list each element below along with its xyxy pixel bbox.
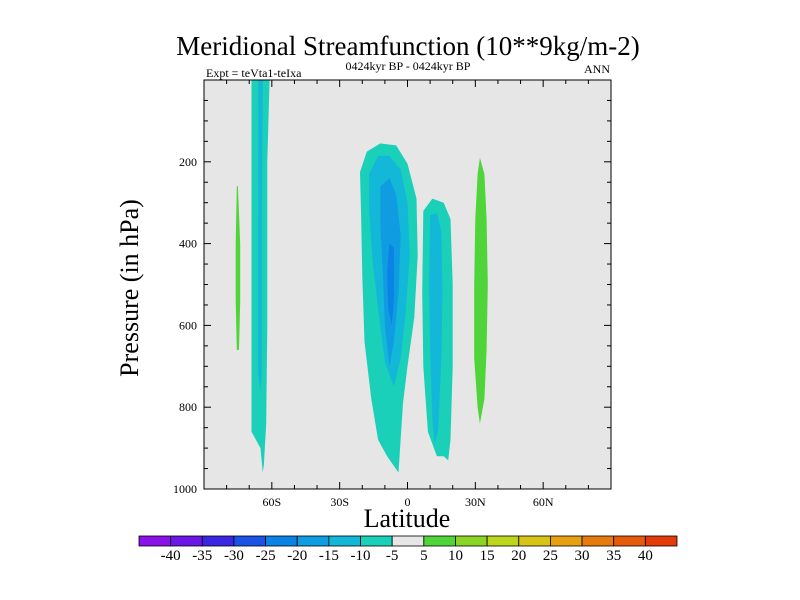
- colorbar-label: 35: [606, 548, 621, 564]
- contour-cell-eq-south-core: [387, 243, 394, 326]
- colorbar-swatch: [550, 535, 583, 547]
- colorbar-label: 20: [511, 548, 526, 564]
- x-tick-label: 0: [405, 495, 411, 509]
- y-tick-label: 800: [179, 400, 197, 414]
- colorbar-swatch: [455, 535, 488, 547]
- colorbar-label: 40: [638, 548, 653, 564]
- colorbar-label: 5: [420, 548, 428, 564]
- colorbar-swatch: [138, 535, 172, 547]
- colorbar-swatch: [581, 535, 615, 547]
- season-label: ANN: [584, 62, 610, 76]
- period-label: 0424kyr BP - 0424kyr BP: [346, 59, 471, 73]
- colorbar-label: 10: [448, 548, 463, 564]
- plot-area: [204, 80, 611, 489]
- axes: 60S 30S 0 30N 60N 200 400 600 800 1000: [173, 79, 612, 509]
- colorbar-swatch: [265, 535, 298, 547]
- x-tick-label: 60S: [262, 495, 281, 509]
- colorbar-swatch: [328, 535, 361, 547]
- y-tick-label: 1000: [173, 482, 197, 496]
- colorbar-label: -35: [192, 548, 212, 564]
- colorbar-label: -15: [319, 548, 339, 564]
- y-tick-label: 400: [179, 237, 197, 251]
- colorbar-swatch: [360, 535, 393, 547]
- contour-cell-32n-positive: [474, 157, 488, 424]
- x-axis-label: Latitude: [364, 504, 451, 533]
- colorbar-label: -30: [224, 548, 244, 564]
- y-tick-label: 200: [179, 155, 197, 169]
- colorbar-label: 15: [480, 548, 495, 564]
- x-tick-label: 30S: [330, 495, 349, 509]
- colorbar-swatch: [613, 535, 646, 547]
- y-axis-label: Pressure (in hPa): [115, 199, 144, 377]
- colorbar-label: -10: [351, 548, 371, 564]
- colorbar-swatch: [644, 535, 678, 547]
- x-tick-label: 60N: [533, 495, 554, 509]
- colorbar-swatch: [423, 535, 456, 547]
- colorbar-swatch: [233, 535, 266, 547]
- experiment-label: Expt = teVta1-teIxa: [206, 66, 302, 80]
- contour-cell-63s-core: [258, 80, 263, 391]
- contour-cell-12n-core: [429, 212, 443, 444]
- colorbar-swatch: [170, 535, 203, 547]
- colorbar-label: -40: [161, 548, 181, 564]
- y-tick-label: 600: [179, 318, 197, 332]
- colorbar-swatch: [486, 535, 520, 547]
- chart-title: Meridional Streamfunction (10**9kg/m-2): [176, 31, 639, 61]
- colorbar-label: 25: [543, 548, 558, 564]
- colorbar-label: 30: [575, 548, 590, 564]
- colorbar-label: -20: [287, 548, 307, 564]
- colorbar-label: -5: [386, 548, 399, 564]
- colorbar: -40 -35 -30 -25 -20 -15 -10 -5 5 10 15 20 25 30 35 40: [138, 535, 678, 564]
- colorbar-swatch: [201, 535, 235, 547]
- x-tick-label: 30N: [465, 495, 486, 509]
- colorbar-swatch: [518, 535, 551, 547]
- colorbar-label: -25: [256, 548, 276, 564]
- contour-cell-75s-positive: [235, 186, 241, 350]
- colorbar-swatch: [296, 535, 330, 547]
- colorbar-swatch: [391, 535, 425, 547]
